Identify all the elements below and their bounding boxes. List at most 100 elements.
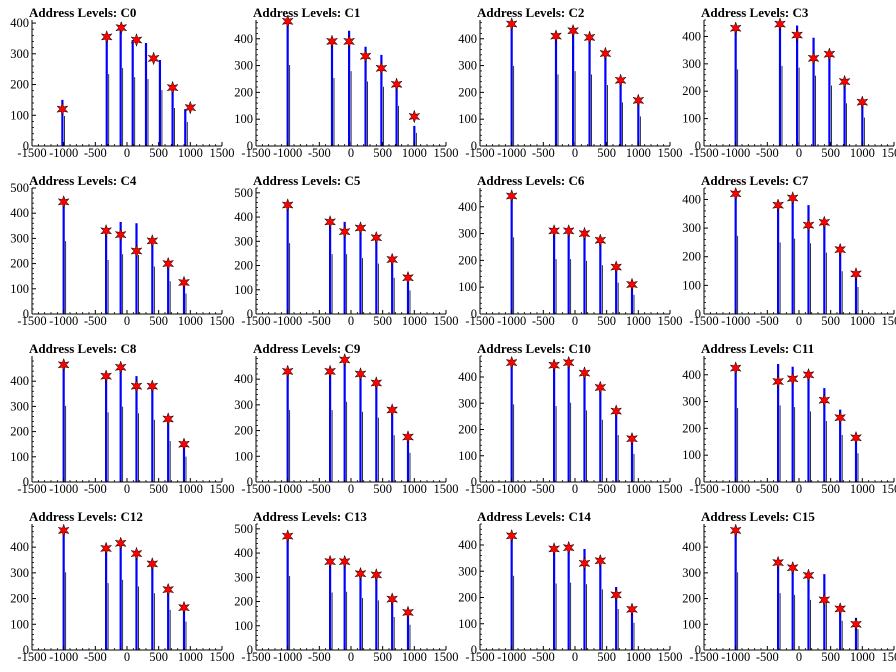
y-tick-label: 400 xyxy=(234,546,253,560)
x-tick-label: -1000 xyxy=(497,482,526,496)
x-tick-label: 1000 xyxy=(850,314,875,328)
y-tick-label: 500 xyxy=(234,186,253,200)
peak-marker xyxy=(786,190,799,205)
y-tick-label: 300 xyxy=(682,395,701,409)
x-tick-label: -1000 xyxy=(497,146,526,160)
peak-marker xyxy=(505,355,518,370)
x-tick-label: 1000 xyxy=(178,482,203,496)
peak-marker xyxy=(166,80,179,95)
peak-marker xyxy=(401,430,415,444)
y-tick-label: 200 xyxy=(234,424,253,438)
panel-c12: Address Levels: C12 0 100 200 300 400 -1500 -10… xyxy=(10,509,234,664)
y-tick-label: 0 xyxy=(247,475,253,489)
y-tick-label: 0 xyxy=(471,643,477,657)
peak-marker xyxy=(390,77,403,92)
x-tick-label: 500 xyxy=(373,314,392,328)
peak-marker xyxy=(802,568,815,583)
x-tick-label: -1500 xyxy=(689,146,718,160)
y-tick-label: 400 xyxy=(234,372,253,386)
peak-marker xyxy=(849,430,863,445)
peak-marker xyxy=(114,360,127,375)
panel-title: Address Levels: C8 xyxy=(29,341,137,356)
x-tick-label: -1500 xyxy=(241,314,270,328)
x-tick-label: 1500 xyxy=(658,314,683,328)
x-tick-label: 500 xyxy=(373,482,392,496)
peak-marker xyxy=(177,275,191,290)
peak-marker xyxy=(386,403,399,417)
y-tick-label: 0 xyxy=(23,475,29,489)
peak-marker xyxy=(790,28,804,43)
x-tick-label: 0 xyxy=(796,482,802,496)
panel-c5: Address Levels: C50100200300400500-1500-… xyxy=(234,173,458,328)
peak-marker xyxy=(818,592,831,607)
panel-title: Address Levels: C0 xyxy=(29,5,136,20)
x-tick-label: -1000 xyxy=(497,650,526,664)
y-tick-label: 300 xyxy=(234,59,253,73)
peak-marker xyxy=(625,602,639,617)
panel-c3: Address Levels: C3 0 100 200 300 400 -1500 -100… xyxy=(682,5,896,160)
peak-marker xyxy=(281,364,294,379)
peak-marker xyxy=(614,73,627,88)
panel-c2: Address Levels: C2 0 100 200 300 400 -1500 -100… xyxy=(458,5,682,160)
peak-marker xyxy=(562,223,575,238)
peak-marker xyxy=(786,371,799,386)
y-tick-label: 300 xyxy=(10,566,29,580)
x-tick-label: -1500 xyxy=(465,314,494,328)
peak-marker xyxy=(562,355,575,370)
x-tick-label: 500 xyxy=(821,314,840,328)
x-tick-label: -500 xyxy=(308,314,331,328)
x-tick-label: 1000 xyxy=(178,146,203,160)
x-tick-label: -1000 xyxy=(49,482,78,496)
peak-marker xyxy=(281,198,294,213)
peak-marker xyxy=(162,256,175,271)
x-tick-label: 1500 xyxy=(658,482,683,496)
x-tick-label: 500 xyxy=(373,650,392,664)
peak-marker xyxy=(354,566,367,581)
y-tick-label: 400 xyxy=(682,540,701,554)
peak-marker xyxy=(818,215,831,230)
x-tick-label: 500 xyxy=(597,650,616,664)
x-tick-label: 0 xyxy=(124,146,130,160)
x-tick-label: 1500 xyxy=(210,650,235,664)
y-tick-label: 0 xyxy=(695,139,701,153)
x-tick-label: 1000 xyxy=(850,146,875,160)
x-tick-label: 1500 xyxy=(882,146,896,160)
y-tick-label: 100 xyxy=(234,283,253,297)
panel-c14: Address Levels: C14 0 100 200 300 400 -1500 -10… xyxy=(458,509,682,664)
y-tick-label: 0 xyxy=(247,307,253,321)
x-tick-label: -1500 xyxy=(465,482,494,496)
peak-marker xyxy=(99,369,113,384)
x-tick-label: -1000 xyxy=(273,482,302,496)
y-tick-label: 100 xyxy=(234,112,253,126)
peak-marker xyxy=(823,47,836,62)
peak-marker xyxy=(370,567,383,582)
x-tick-label: -500 xyxy=(308,482,331,496)
y-tick-label: 0 xyxy=(695,475,701,489)
x-tick-label: 500 xyxy=(597,146,616,160)
x-tick-label: 1500 xyxy=(658,146,683,160)
peak-marker xyxy=(834,242,847,257)
peak-marker xyxy=(771,374,785,389)
y-tick-label: 400 xyxy=(682,368,701,382)
y-tick-label: 300 xyxy=(234,234,253,248)
peak-marker xyxy=(401,270,415,285)
x-tick-label: -1000 xyxy=(721,314,750,328)
peak-marker xyxy=(146,379,159,394)
peak-marker xyxy=(338,554,351,569)
x-tick-label: -500 xyxy=(84,146,107,160)
panel-c8: Address Levels: C8 0 100 200 300 400 -1500 -100… xyxy=(10,341,234,496)
peak-marker xyxy=(114,536,127,551)
x-tick-label: -1000 xyxy=(49,146,78,160)
panel-c1: Address Levels: C1 0 100 200 300 400 -1500 -100… xyxy=(234,5,458,160)
peak-marker xyxy=(147,51,160,66)
x-tick-label: 1000 xyxy=(402,146,427,160)
y-tick-label: 200 xyxy=(10,425,29,439)
y-tick-label: 0 xyxy=(247,139,253,153)
x-tick-label: -1000 xyxy=(49,650,78,664)
x-tick-label: 0 xyxy=(572,650,578,664)
x-tick-label: 1500 xyxy=(434,482,459,496)
peak-marker xyxy=(130,546,143,561)
panel-c10: Address Levels: C10 0 100 200 300 400 -1500 -10… xyxy=(458,341,682,496)
x-tick-label: 1000 xyxy=(402,650,427,664)
peak-marker xyxy=(57,194,70,209)
